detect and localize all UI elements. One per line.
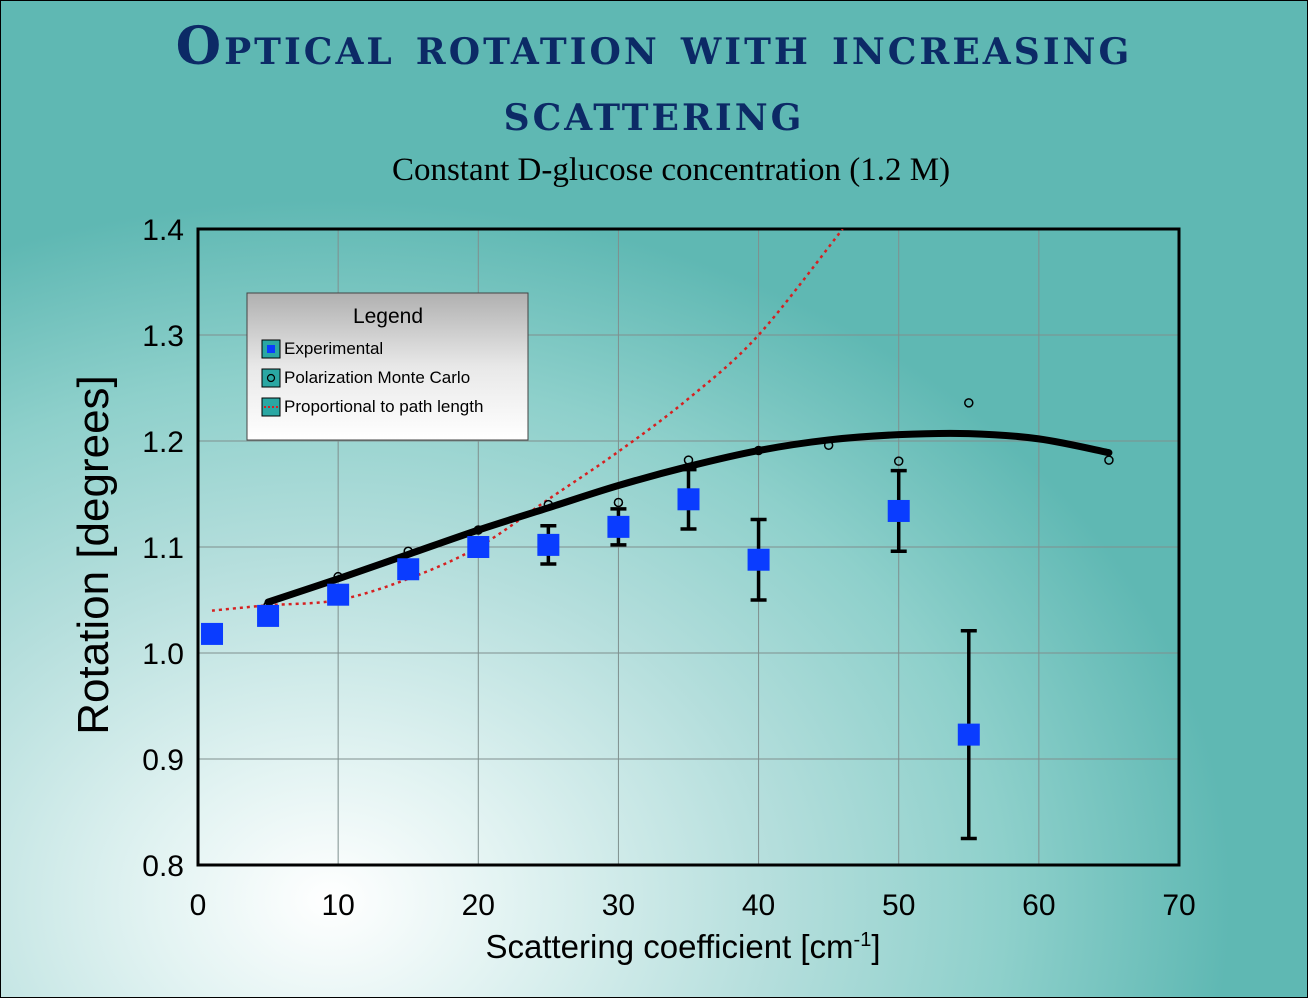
x-axis-label-end: ] [871, 928, 880, 965]
series-layer [201, 229, 1114, 841]
x-tick-label: 70 [1162, 889, 1195, 922]
experimental-point [957, 723, 980, 746]
monte-carlo-point [403, 546, 413, 556]
experimental-point [677, 488, 700, 511]
y-tick-label: 1.0 [142, 638, 184, 671]
legend-item-monte-carlo: Polarization Monte Carlo [261, 368, 470, 388]
monte-carlo-point [893, 456, 904, 466]
experimental-point [397, 558, 420, 581]
circle-marker-icon [266, 373, 276, 383]
y-tick-label: 0.8 [142, 850, 184, 883]
x-tick-label: 20 [462, 889, 495, 922]
x-tick-label: 40 [742, 889, 775, 922]
y-tick-label: 1.2 [142, 426, 184, 459]
x-axis-ticks: 0 10 20 30 40 50 60 70 [190, 889, 1196, 922]
y-tick-label: 1.1 [142, 532, 184, 565]
monte-carlo-point [753, 445, 764, 456]
legend-label-experimental: Experimental [284, 339, 383, 358]
monte-carlo-fit-line [264, 429, 1113, 606]
experimental-point [887, 499, 910, 522]
x-axis-label-superscript: -1 [854, 929, 872, 951]
legend-item-experimental: Experimental [261, 339, 383, 359]
legend-swatch-path-length [261, 397, 281, 417]
square-marker-icon [267, 345, 275, 353]
chart-subtitle: Constant D-glucose concentration (1.2 M) [391, 152, 951, 188]
y-axis-label: Rotation [degrees] [69, 375, 118, 735]
x-axis-label: Scattering coefficient [cm-1] [485, 928, 880, 965]
x-tick-label: 60 [1022, 889, 1055, 922]
legend: Legend Experimental Polarization Monte C… [246, 292, 529, 441]
experimental-point [607, 515, 630, 538]
x-tick-label: 50 [882, 889, 915, 922]
y-tick-label: 1.3 [142, 320, 184, 353]
x-axis-label-main: Scattering coefficient [cm [485, 928, 853, 965]
x-tick-label: 10 [321, 889, 354, 922]
monte-carlo-point [613, 497, 624, 508]
legend-box [246, 292, 529, 441]
legend-label-path-length: Proportional to path length [284, 397, 483, 416]
experimental-point [201, 622, 224, 645]
x-tick-label: 30 [602, 889, 635, 922]
x-tick-label: 0 [190, 889, 207, 922]
experimental-point [467, 536, 490, 558]
y-axis-ticks: 0.8 0.9 1.0 1.1 1.2 1.3 1.4 [142, 214, 184, 883]
monte-carlo-point [823, 440, 834, 450]
monte-carlo-point [333, 571, 343, 582]
experimental-point [327, 583, 350, 606]
plot-area [196, 227, 1181, 867]
legend-item-path-length: Proportional to path length [261, 397, 483, 417]
monte-carlo-point [1104, 455, 1114, 465]
path-length-line [211, 229, 844, 612]
monte-carlo-point [543, 499, 554, 510]
monte-carlo-point [473, 525, 484, 535]
legend-swatch-monte-carlo [261, 368, 281, 388]
slide-title: Optical rotation with increasing scatter… [175, 16, 1133, 143]
experimental-point [747, 548, 770, 571]
legend-title: Legend [353, 305, 423, 328]
legend-label-monte-carlo: Polarization Monte Carlo [284, 368, 470, 387]
monte-carlo-point [964, 398, 974, 408]
experimental-point [257, 604, 280, 627]
y-tick-label: 0.9 [142, 744, 184, 777]
y-tick-label: 1.4 [142, 214, 184, 247]
monte-carlo-point [683, 455, 694, 465]
experimental-point [537, 533, 560, 556]
